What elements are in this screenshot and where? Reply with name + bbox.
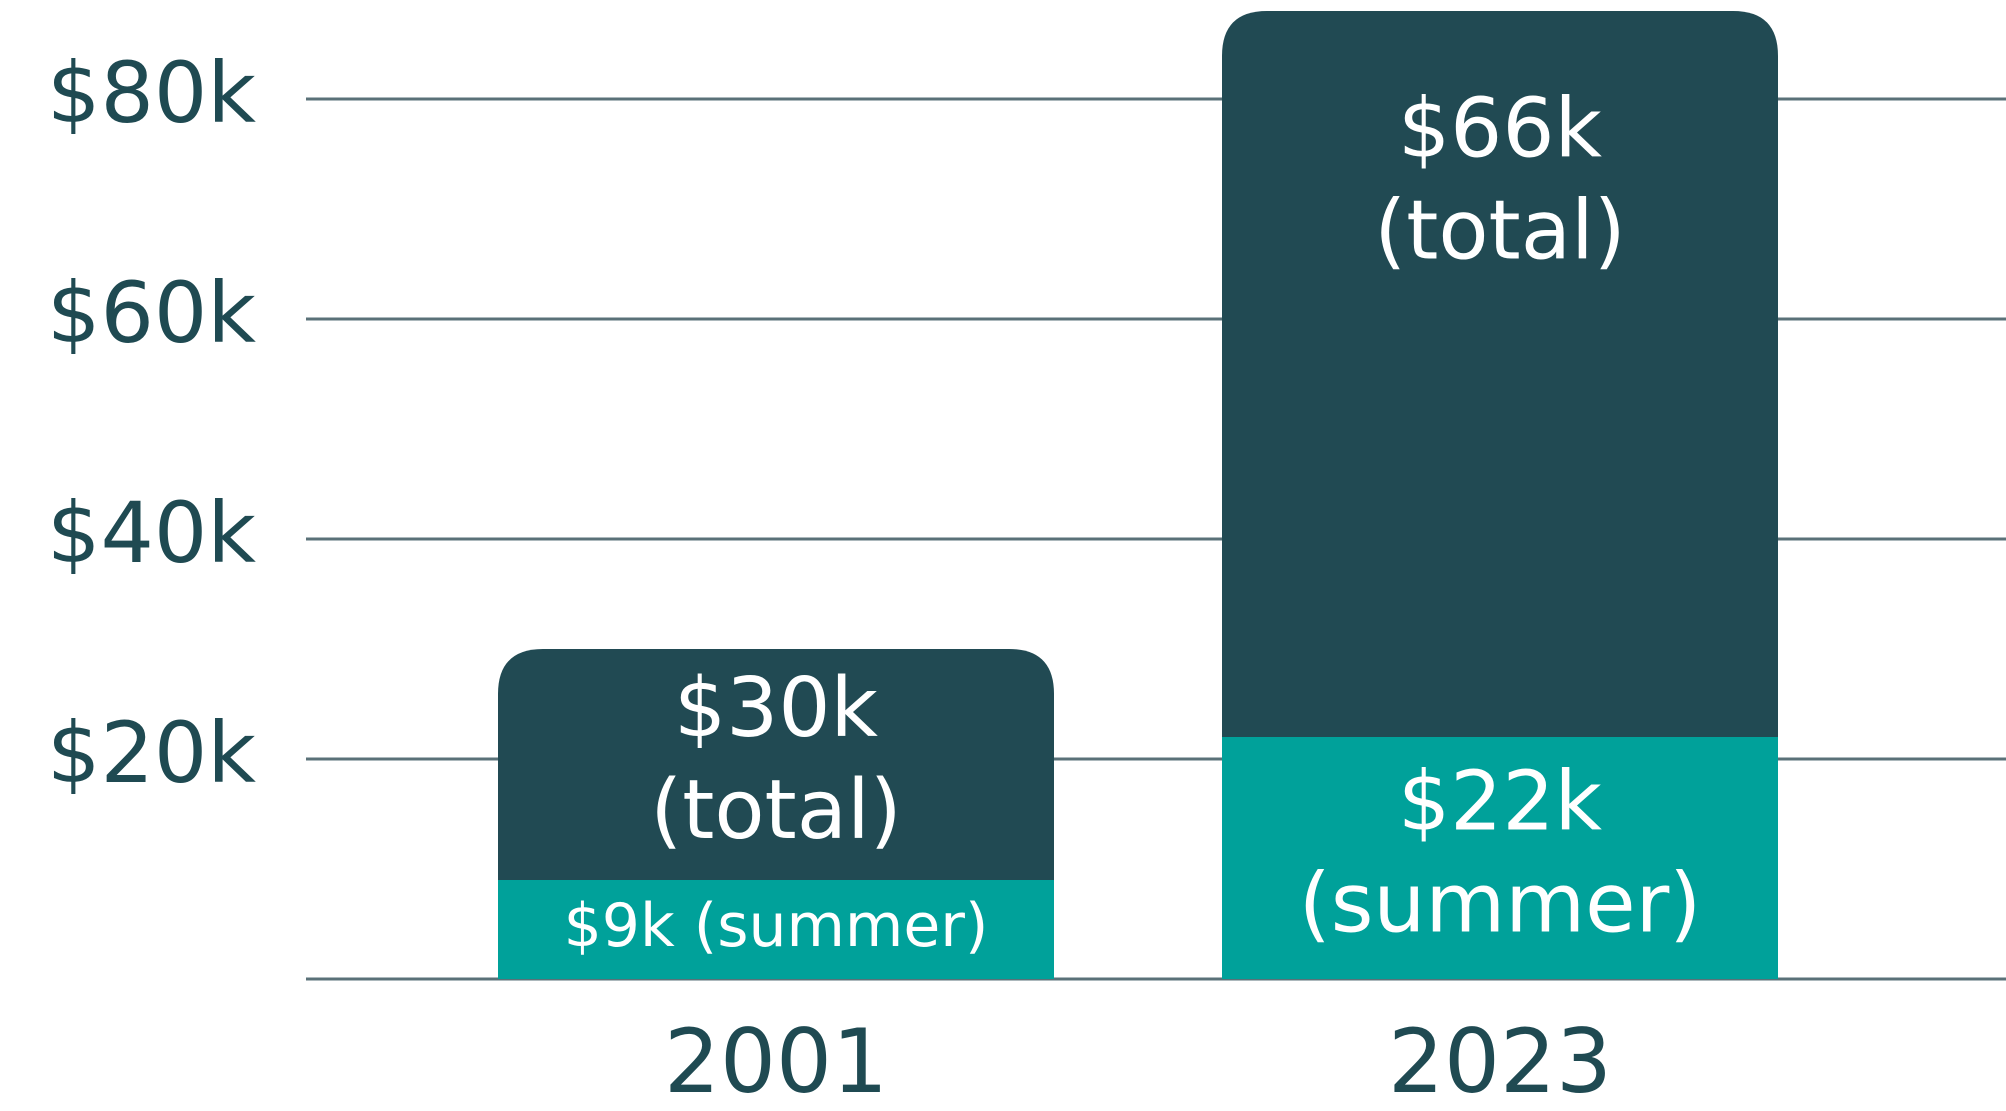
y-tick-label: $20k [47,704,256,802]
bar-segment [498,880,1054,979]
bar-segment [1222,737,1778,979]
y-tick-label: $60k [47,264,256,362]
data-label: $30k [674,661,879,756]
x-tick-label: 2023 [1388,1010,1612,1111]
y-tick-label: $80k [47,44,256,142]
data-label: (total) [650,763,902,858]
data-label: $9k (summer) [564,891,989,961]
bar-segment [1222,11,1778,737]
x-tick-label: 2001 [664,1010,888,1111]
data-label: (summer) [1299,856,1702,951]
data-label: $22k [1398,754,1603,849]
bar-segment [498,649,1054,880]
y-tick-label: $40k [47,484,256,582]
data-label: (total) [1374,183,1626,278]
data-label: $66k [1398,81,1603,176]
